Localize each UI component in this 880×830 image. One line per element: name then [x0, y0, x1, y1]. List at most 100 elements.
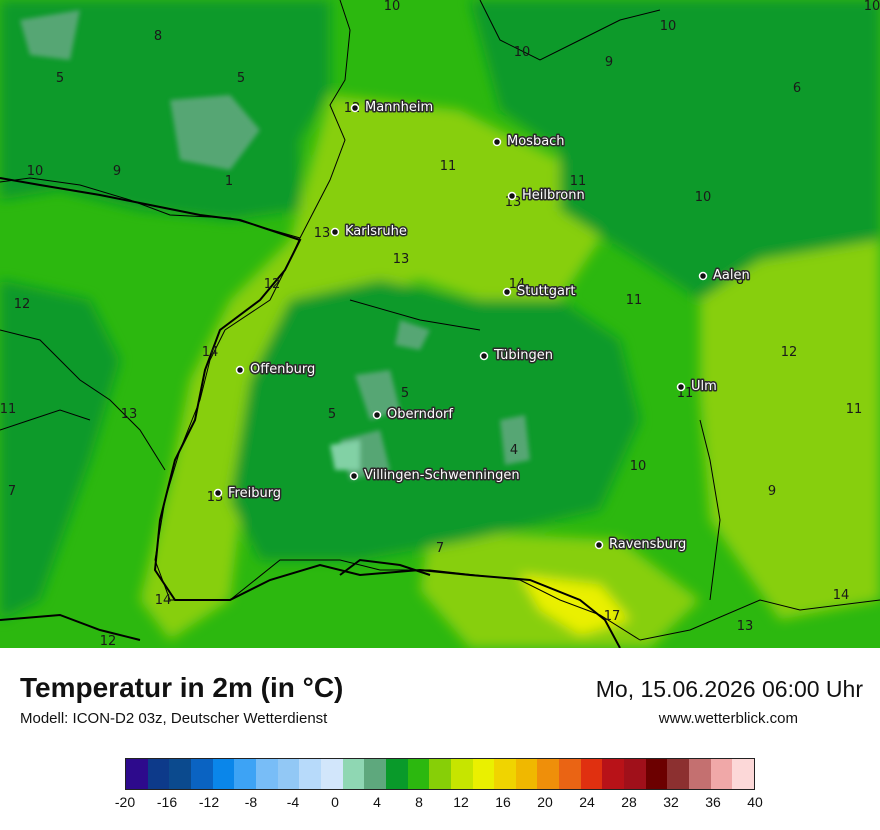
legend-tick-label: -16 — [156, 794, 178, 810]
city-markers: Mannheim Mosbach Heilbronn Karlsruhe Aal… — [213, 99, 751, 554]
legend-tick-label: 28 — [621, 794, 637, 810]
legend-swatch — [732, 759, 755, 789]
value-label: 5 — [401, 386, 409, 401]
city-label: Tübingen — [493, 348, 553, 363]
map-canvas: 10 10 10 8 10 9 5 5 6 12 11 10 9 1 11 10… — [0, 0, 880, 649]
legend-swatch — [602, 759, 625, 789]
city-heilbronn[interactable]: Heilbronn — [507, 187, 586, 205]
legend-swatch — [234, 759, 256, 789]
website-link[interactable]: www.wetterblick.com — [658, 710, 798, 727]
legend-swatch — [689, 759, 711, 789]
legend-swatch — [407, 759, 430, 789]
legend-swatch — [169, 759, 191, 789]
city-karlsruhe[interactable]: Karlsruhe — [330, 223, 408, 241]
value-label: 12 — [264, 277, 281, 292]
legend-swatch — [559, 759, 581, 789]
value-label: 9 — [605, 55, 613, 70]
city-dot — [676, 382, 686, 392]
value-label: 13 — [314, 226, 331, 241]
legend-swatch — [710, 759, 733, 789]
footer: Temperatur in 2m (in °C) Modell: ICON-D2… — [0, 648, 880, 830]
value-label: 8 — [736, 273, 744, 288]
city-dot — [235, 365, 245, 375]
city-dot — [350, 103, 360, 113]
legend-swatch — [624, 759, 646, 789]
legend-swatch — [190, 759, 213, 789]
legend-ticks: -20 -16 -12 -8 -4 0 4 8 12 16 20 24 28 32 36 40 — [115, 794, 763, 814]
value-label: 6 — [793, 81, 801, 96]
city-villingen-schwenningen[interactable]: Villingen-Schwenningen — [349, 467, 521, 485]
legend-swatch — [450, 759, 473, 789]
value-label: 5 — [237, 71, 245, 86]
legend-tick-label: 36 — [705, 794, 721, 810]
page-title: Temperatur in 2m (in °C) — [20, 672, 344, 703]
legend-tick-label: 12 — [453, 794, 469, 810]
value-label: 11 — [846, 402, 863, 417]
city-freiburg[interactable]: Freiburg — [213, 485, 283, 503]
legend-swatch — [320, 759, 343, 789]
value-label: 14 — [833, 588, 850, 603]
value-label: 12 — [781, 345, 798, 360]
city-label: Mosbach — [507, 134, 565, 149]
model-info: Modell: ICON-D2 03z, Deutscher Wetterdie… — [20, 710, 328, 727]
legend-swatch — [429, 759, 451, 789]
legend-swatch — [255, 759, 278, 789]
value-label: 9 — [113, 164, 121, 179]
value-label: 14 — [202, 345, 219, 360]
value-label: 10 — [384, 0, 401, 14]
value-label: 4 — [510, 443, 518, 458]
city-dot — [479, 351, 489, 361]
legend-swatch — [126, 759, 148, 789]
legend-swatch — [472, 759, 495, 789]
value-label: 10 — [27, 164, 44, 179]
value-label: 13 — [737, 619, 754, 634]
legend-swatch — [212, 759, 235, 789]
legend-tick-label: 40 — [747, 794, 763, 810]
city-label: Mannheim — [365, 100, 433, 115]
legend-tick-label: 32 — [663, 794, 679, 810]
city-dot — [502, 287, 512, 297]
temperature-values: 10 10 10 8 10 9 5 5 6 12 11 10 9 1 11 10… — [0, 0, 880, 649]
forecast-datetime: Mo, 15.06.2026 06:00 Uhr — [595, 676, 863, 702]
legend-swatch — [299, 759, 321, 789]
temperature-map[interactable]: 10 10 10 8 10 9 5 5 6 12 11 10 9 1 11 10… — [0, 0, 880, 649]
value-label: 10 — [864, 0, 880, 14]
legend-tick-label: 8 — [415, 794, 423, 810]
city-mannheim[interactable]: Mannheim — [350, 99, 435, 117]
city-ravensburg[interactable]: Ravensburg — [594, 536, 688, 554]
value-label: 5 — [328, 407, 336, 422]
value-label: 11 — [570, 174, 587, 189]
city-label: Ulm — [691, 379, 717, 394]
legend-swatch — [515, 759, 538, 789]
city-label: Aalen — [713, 268, 750, 283]
legend-tick-label: 4 — [373, 794, 381, 810]
legend-tick-label: 20 — [537, 794, 553, 810]
legend-swatch — [580, 759, 603, 789]
city-label: Stuttgart — [517, 284, 575, 299]
city-label: Villingen-Schwenningen — [364, 468, 520, 483]
city-oberndorf[interactable]: Oberndorf — [372, 406, 455, 424]
city-label: Offenburg — [250, 362, 315, 377]
legend-tick-label: 16 — [495, 794, 511, 810]
value-label: 14 — [509, 277, 526, 292]
color-legend — [125, 758, 755, 790]
value-label: 12 — [14, 297, 31, 312]
city-mosbach[interactable]: Mosbach — [492, 133, 566, 151]
city-aalen[interactable]: Aalen — [698, 267, 751, 285]
city-label: Oberndorf — [387, 407, 453, 422]
value-label: 11 — [440, 159, 457, 174]
legend-tick-label: -12 — [198, 794, 220, 810]
value-label: 10 — [630, 459, 647, 474]
city-tuebingen[interactable]: Tübingen — [479, 347, 555, 365]
value-label: 8 — [154, 29, 162, 44]
city-ulm[interactable]: Ulm — [676, 378, 718, 396]
value-label: 5 — [56, 71, 64, 86]
city-stuttgart[interactable]: Stuttgart — [502, 283, 577, 301]
value-label: 10 — [660, 19, 677, 34]
value-label: 9 — [768, 484, 776, 499]
legend-swatch — [364, 759, 386, 789]
legend-swatch — [645, 759, 668, 789]
legend-swatch — [277, 759, 300, 789]
city-offenburg[interactable]: Offenburg — [235, 361, 317, 379]
legend-swatch — [342, 759, 365, 789]
